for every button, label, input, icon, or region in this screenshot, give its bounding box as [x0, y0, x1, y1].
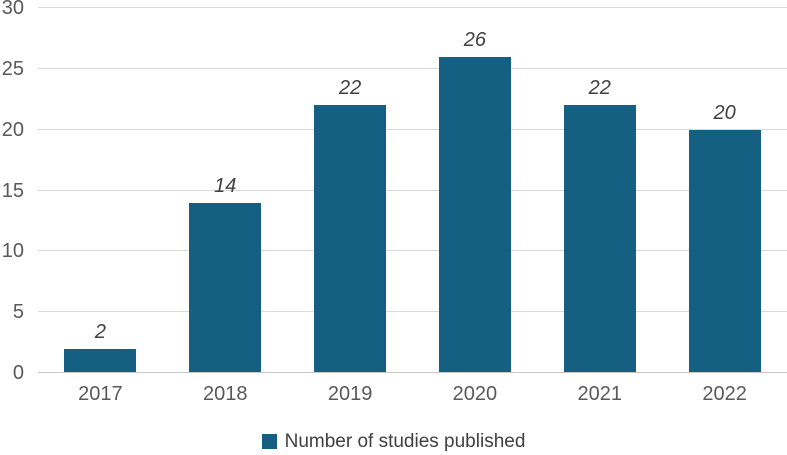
gridline — [38, 189, 787, 191]
legend-swatch-icon — [261, 434, 277, 449]
data-label: 22 — [338, 77, 362, 100]
x-axis-tick-label: 2022 — [702, 383, 747, 405]
bar-2020 — [438, 56, 511, 372]
y-axis-tick-label: 10 — [1, 240, 24, 263]
y-axis-tick-label: 30 — [1, 0, 24, 19]
y-axis-tick-label: 15 — [1, 179, 24, 202]
data-label: 26 — [463, 28, 487, 51]
bar-2022 — [688, 129, 761, 372]
legend: Number of studies published — [0, 432, 787, 451]
plot-area: 2 14 22 26 22 20 — [38, 7, 787, 373]
x-axis-tick-label: 2020 — [452, 383, 498, 405]
data-label: 14 — [214, 174, 237, 197]
x-axis-line — [38, 372, 787, 373]
y-axis-tick-label: 20 — [1, 118, 24, 141]
gridline — [38, 250, 787, 252]
x-axis-tick-label: 2017 — [78, 383, 123, 405]
bar-2019 — [314, 105, 387, 372]
gridline — [38, 67, 787, 69]
data-label: 22 — [588, 77, 611, 100]
y-axis-tick-label: 5 — [12, 301, 24, 324]
gridline — [38, 7, 787, 8]
bar-2018 — [189, 202, 262, 372]
data-label: 2 — [94, 320, 106, 343]
gridline — [38, 128, 787, 130]
y-axis-tick-label: 0 — [12, 362, 24, 384]
x-axis-tick-label: 2019 — [327, 383, 373, 405]
x-axis-tick-label: 2018 — [203, 383, 248, 405]
gridline — [38, 311, 787, 313]
x-axis-tick-label: 2021 — [577, 383, 623, 405]
legend-label: Number of studies published — [284, 431, 526, 452]
data-label: 20 — [713, 101, 736, 124]
bar-2021 — [563, 105, 636, 372]
bar-2017 — [64, 348, 137, 372]
y-axis-tick-label: 25 — [1, 57, 24, 80]
